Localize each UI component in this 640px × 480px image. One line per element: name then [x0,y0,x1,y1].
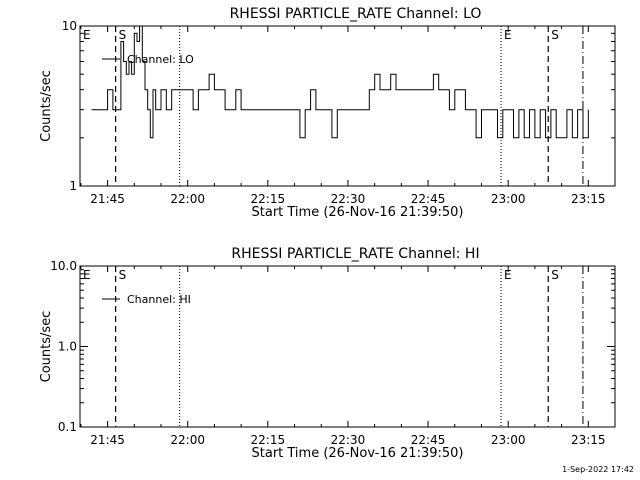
x-tick-label: 22:15 [251,433,286,447]
x-tick-label: 22:00 [170,192,205,206]
plot-frame [79,25,616,187]
x-tick-label: 23:15 [571,433,606,447]
series-line [91,25,589,139]
x-tick-label: 21:45 [90,192,125,206]
event-marker-label: S [119,28,127,42]
legend-label: Channel: LO [127,53,194,66]
y-tick-label: 1 [69,179,77,193]
y-tick-label: 10 [62,19,77,33]
event-marker-label: S [119,268,127,282]
x-tick-label: 22:45 [411,192,446,206]
plot-timestamp: 1-Sep-2022 17:42 [562,465,634,474]
x-tick-label: 22:30 [331,433,366,447]
x-axis-label: Start Time (26-Nov-16 21:39:50) [252,446,464,461]
event-marker-label: E [83,268,91,282]
chart-title: RHESSI PARTICLE_RATE Channel: HI [231,246,479,262]
y-tick-label: 0.1 [58,420,77,434]
y-axis-label: Counts/sec [39,70,54,142]
event-marker-label: S [551,268,559,282]
y-tick-label: 10.0 [50,259,77,273]
y-tick-label: 1.0 [58,340,77,354]
x-tick-label: 23:00 [491,192,526,206]
x-tick-label: 21:45 [90,433,125,447]
event-marker-label: E [504,28,512,42]
x-tick-label: 22:00 [170,433,205,447]
chart-panel-1: RHESSI PARTICLE_RATE Channel: LO 21:45 22:… [39,6,616,220]
plot-frame [79,265,616,428]
event-marker-label: E [504,268,512,282]
x-tick-label: 22:30 [331,192,366,206]
event-marker-label: S [551,28,559,42]
legend-label: Channel: HI [127,293,191,306]
event-marker-label: E [83,28,91,42]
x-tick-label: 22:15 [251,192,286,206]
y-axis-label: Counts/sec [39,311,54,383]
x-axis-label: Start Time (26-Nov-16 21:39:50) [252,205,464,220]
x-tick-label: 23:00 [491,433,526,447]
x-tick-label: 22:45 [411,433,446,447]
chart-panel-2: RHESSI PARTICLE_RATE Channel: HI 21:45 22:… [39,246,616,461]
chart-title: RHESSI PARTICLE_RATE Channel: LO [230,6,482,22]
x-tick-label: 23:15 [571,192,606,206]
